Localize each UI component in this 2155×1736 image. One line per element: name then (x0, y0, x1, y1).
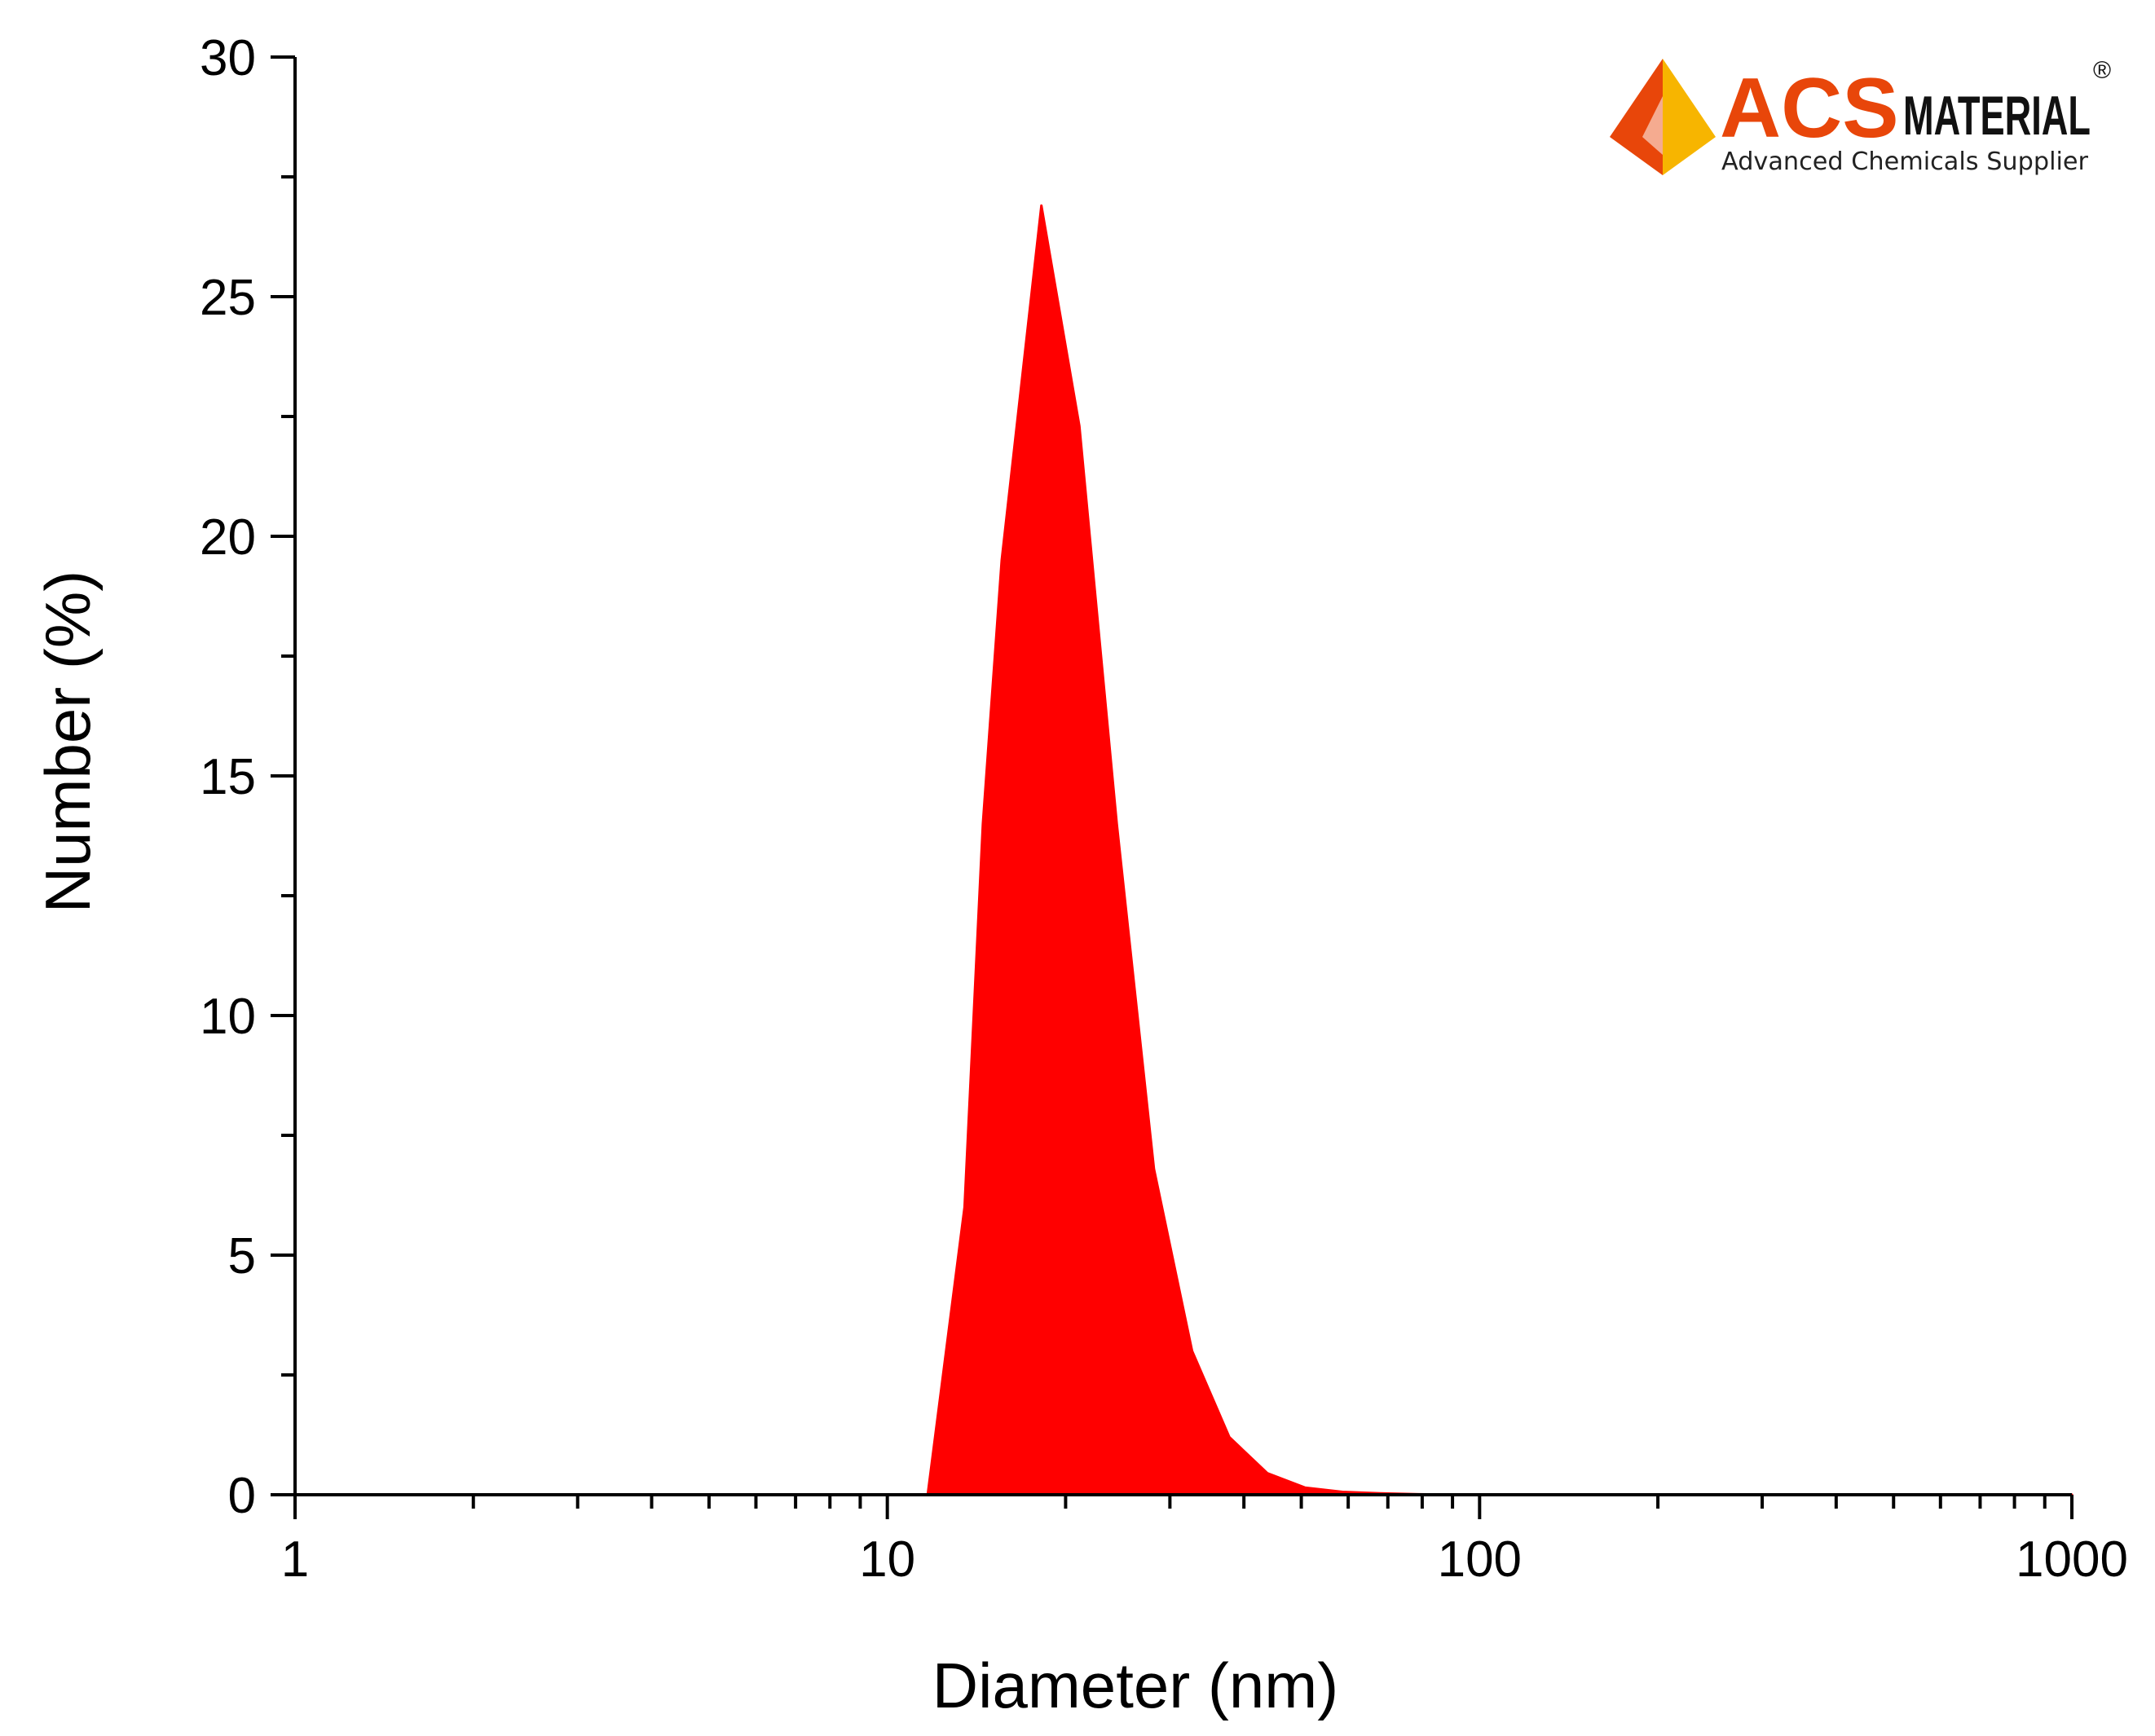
tick-label-layer: 0 5 10 15 20 25 30 1 10 100 1000 (200, 30, 2128, 1588)
x-tick-label: 1 (281, 1531, 309, 1588)
y-tick-label: 30 (200, 30, 256, 86)
x-tick-label: 10 (859, 1531, 915, 1588)
axis-layer (271, 55, 2073, 1519)
x-tick-label: 1000 (2016, 1531, 2128, 1588)
y-tick-label: 0 (228, 1468, 256, 1524)
distribution-area-0 (293, 204, 2073, 1496)
acs-logo-icon (1610, 59, 1716, 175)
logo-tagline: Advanced Chemicals Supplier (1721, 148, 2089, 176)
logo-brand-primary: ACS (1720, 61, 1899, 156)
x-tick-label: 100 (1438, 1531, 1522, 1588)
logo-registered-mark: ® (2093, 57, 2111, 84)
y-tick-label: 20 (200, 509, 256, 566)
x-axis-title: Diameter (nm) (932, 1650, 1338, 1721)
y-tick-label: 15 (200, 749, 256, 805)
y-tick-label: 25 (200, 270, 256, 326)
y-tick-label: 5 (228, 1228, 256, 1284)
y-tick-label: 10 (200, 989, 256, 1045)
area-layer (293, 204, 2073, 1496)
logo-brand-secondary: MATERIAL (1903, 85, 2091, 147)
acs-logo: ACS MATERIAL ® Advanced Chemicals Suppli… (1610, 57, 2111, 176)
y-axis-title: Number (%) (32, 571, 104, 913)
